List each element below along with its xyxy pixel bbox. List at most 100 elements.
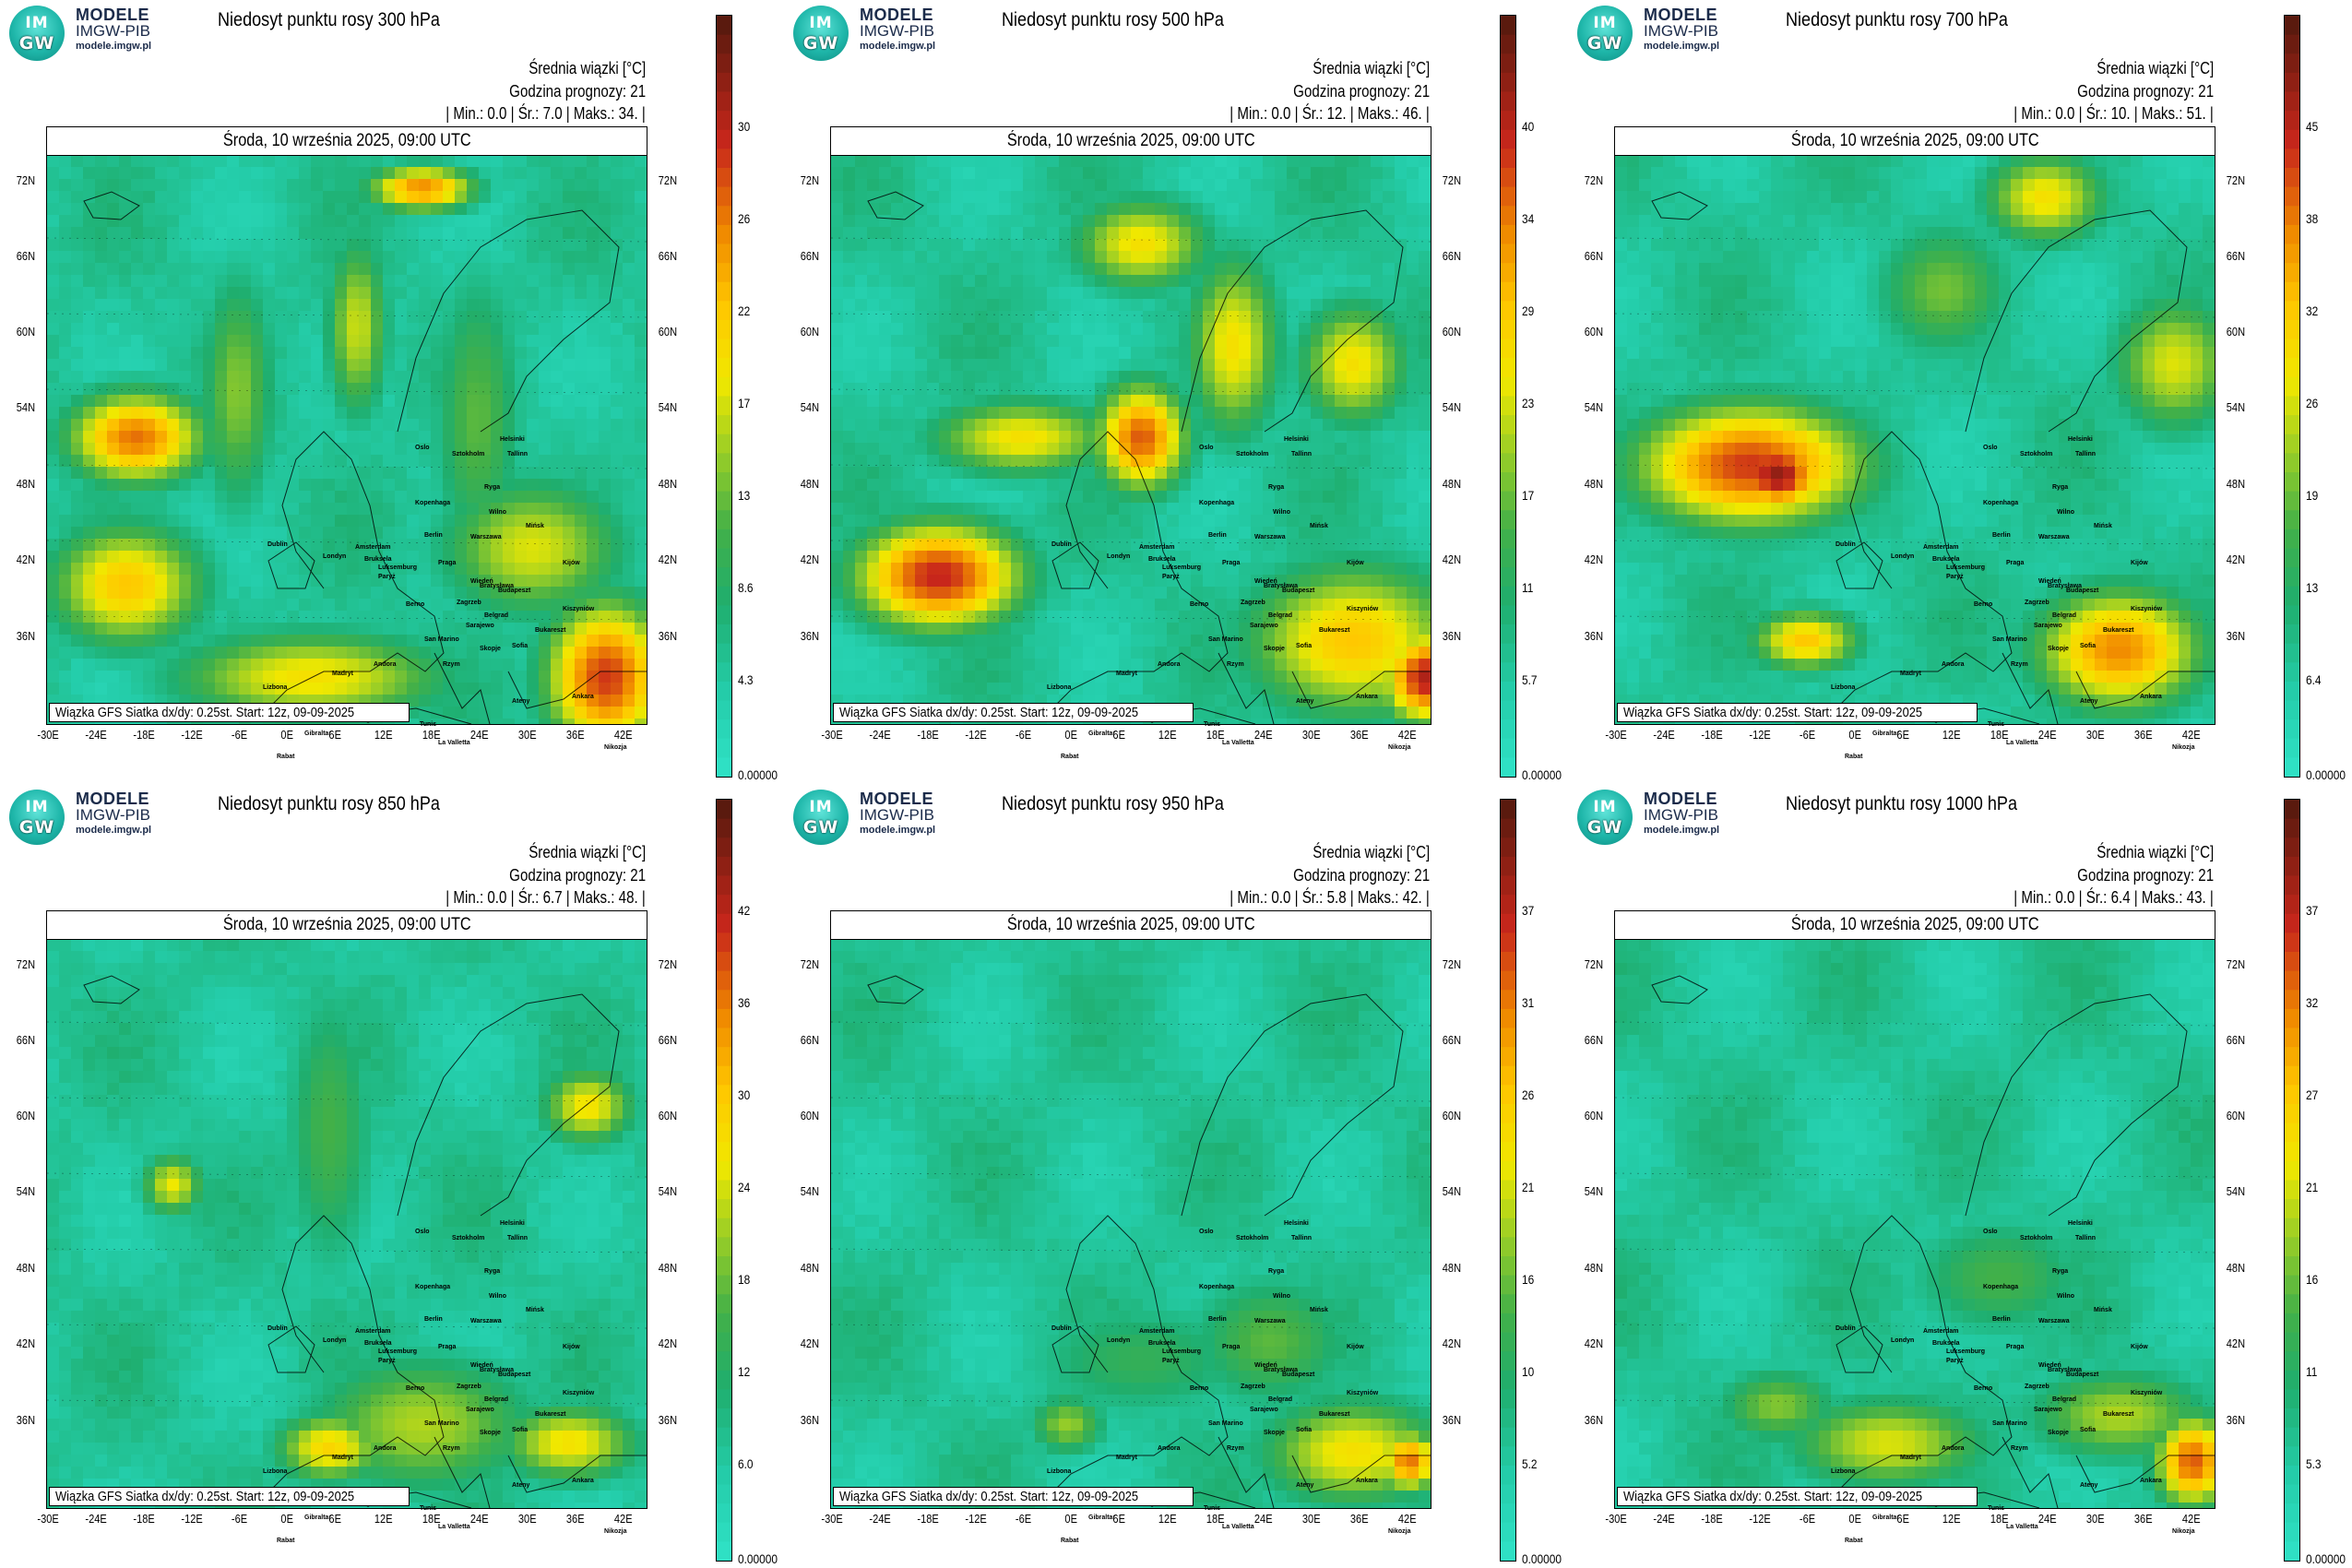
city-label: Andora [1942, 1445, 1965, 1452]
logo-subtitle: IMGW-PIB [1644, 22, 1718, 40]
ensemble-mean-label: Średnia wiązki [°C] [2096, 59, 2214, 77]
lon-label: -12E [1749, 728, 1771, 742]
city-label: Luksemburg [378, 564, 418, 571]
city-label: Bruksela [1148, 1340, 1176, 1347]
city-label: Praga [2006, 560, 2025, 566]
lat-label-left: 36N [16, 629, 36, 643]
lon-label: 18E [1990, 728, 2009, 742]
stats-line: | Min.: 0.0 | Śr.: 10. | Maks.: 51. | [2013, 104, 2214, 123]
city-label: Mińsk [1310, 523, 1328, 529]
city-label: Sztokholm [1236, 451, 1269, 457]
lat-label-right: 48N [658, 1261, 678, 1275]
city-label: Paryż [1946, 574, 1964, 580]
colorbar-tick-label: 5.7 [1522, 672, 1538, 687]
city-label: Kijów [2131, 560, 2148, 566]
city-label: Zagrzeb [457, 1384, 481, 1390]
city-label: Bukareszt [1319, 627, 1350, 634]
city-label: Nikozja [2172, 1528, 2195, 1535]
lat-label-right: 42N [658, 552, 678, 566]
colorbar-tick-label: 30 [738, 1087, 751, 1102]
city-label: Warszawa [1254, 1318, 1286, 1324]
city-label: Oslo [1983, 445, 1998, 451]
colorbar-tick-label: 31 [1522, 995, 1535, 1010]
lat-label-left: 60N [16, 1109, 36, 1123]
city-label: Berlin [1208, 1316, 1227, 1323]
lat-label-left: 72N [16, 957, 36, 971]
lon-label: 18E [422, 728, 441, 742]
colorbar-tick-label: 30 [738, 119, 751, 134]
logo-subtitle: IMGW-PIB [76, 806, 150, 824]
model-info-footer: Wiązka GFS Siatka dx/dy: 0.25st. Start: … [1617, 703, 1978, 722]
colorbar-tick-label: 16 [2306, 1272, 2319, 1287]
city-label: Oslo [1199, 445, 1214, 451]
city-label: Helsinki [500, 1220, 525, 1227]
lat-label-left: 54N [16, 400, 36, 414]
lon-label: -6E [231, 728, 248, 742]
city-label: Ankara [2140, 1478, 2162, 1484]
city-label: Rabat [1845, 1538, 1863, 1544]
map-frame: Środa, 10 września 2025, 09:00 UTC Wiązka… [46, 910, 647, 1509]
lon-label: 42E [613, 728, 633, 742]
lat-label-left: 66N [16, 1033, 36, 1047]
imgw-logo: IM GW MODELE IMGW-PIB modele.imgw.pl [793, 6, 956, 61]
lat-label-right: 60N [2226, 325, 2246, 339]
lon-label: 42E [613, 1512, 633, 1526]
lon-label: 6E [328, 728, 341, 742]
city-label: Berno [1974, 1385, 1993, 1392]
lat-label-right: 60N [1442, 325, 1462, 339]
map-frame: Środa, 10 września 2025, 09:00 UTC Wiązka… [830, 126, 1431, 725]
lon-label: 24E [2037, 728, 2057, 742]
lon-label: 0E [280, 1512, 293, 1526]
lat-label-left: 54N [16, 1184, 36, 1198]
city-label: Ryga [1268, 484, 1285, 491]
city-label: Mińsk [2094, 1307, 2112, 1313]
lon-label: 12E [1942, 728, 1961, 742]
city-label: Paryż [378, 574, 396, 580]
logo-title: MODELE [1644, 790, 1718, 808]
city-label: Wiedeń [470, 578, 493, 585]
lat-label-right: 60N [658, 325, 678, 339]
city-label: Bratysława [480, 1367, 514, 1373]
city-label: Oslo [415, 445, 430, 451]
lon-label: 42E [2181, 1512, 2201, 1526]
city-label: Rabat [277, 1538, 295, 1544]
lat-label-left: 72N [800, 173, 820, 187]
city-label: Helsinki [1284, 1220, 1309, 1227]
city-label: Sofia [512, 643, 529, 649]
lat-label-right: 48N [1442, 1261, 1462, 1275]
city-label: Rabat [1845, 754, 1863, 760]
lat-label-right: 42N [2226, 1336, 2246, 1350]
city-label: Kijów [2131, 1344, 2148, 1350]
city-label: Skopje [480, 1430, 501, 1436]
lon-label: 24E [1253, 1512, 1273, 1526]
lon-label: -30E [821, 1512, 843, 1526]
city-label: Madryt [1900, 1455, 1921, 1461]
lon-label: 24E [1253, 728, 1273, 742]
city-label: Bruksela [364, 1340, 392, 1347]
city-label: Luksemburg [1946, 1348, 1986, 1355]
city-label: Kopenhaga [1983, 1284, 2019, 1290]
city-label: San Marino [1992, 636, 2027, 643]
panel-title: Niedosyt punktu rosy 700 hPa [1786, 9, 2008, 30]
city-label: Tunis [420, 721, 437, 728]
city-label: Madryt [1116, 671, 1137, 677]
panel-title: Niedosyt punktu rosy 500 hPa [1002, 9, 1224, 30]
lat-label-left: 48N [16, 1261, 36, 1275]
city-label: Amsterdam [355, 544, 391, 551]
city-label: Rzym [2011, 661, 2028, 668]
city-label: Oslo [415, 1229, 430, 1235]
colorbar-tick-label: 0.00000 [738, 1551, 778, 1566]
dewpoint-deficit-field [1615, 155, 2215, 724]
colorbar-tick-label: 27 [2306, 1087, 2319, 1102]
lon-label: 36E [2133, 728, 2153, 742]
city-label: Amsterdam [1139, 544, 1175, 551]
colorbar-tick-label: 10 [1522, 1364, 1535, 1379]
map-frame: Środa, 10 września 2025, 09:00 UTC Wiązka… [46, 126, 647, 725]
ensemble-mean-label: Średnia wiązki [°C] [1312, 843, 1430, 861]
lat-label-right: 66N [1442, 249, 1462, 263]
stats-line: | Min.: 0.0 | Śr.: 6.7 | Maks.: 48. | [445, 888, 646, 907]
lat-label-left: 36N [16, 1413, 36, 1427]
city-label: Rzym [443, 1445, 460, 1452]
ensemble-mean-label: Średnia wiązki [°C] [528, 59, 646, 77]
city-label: Kijów [563, 560, 580, 566]
